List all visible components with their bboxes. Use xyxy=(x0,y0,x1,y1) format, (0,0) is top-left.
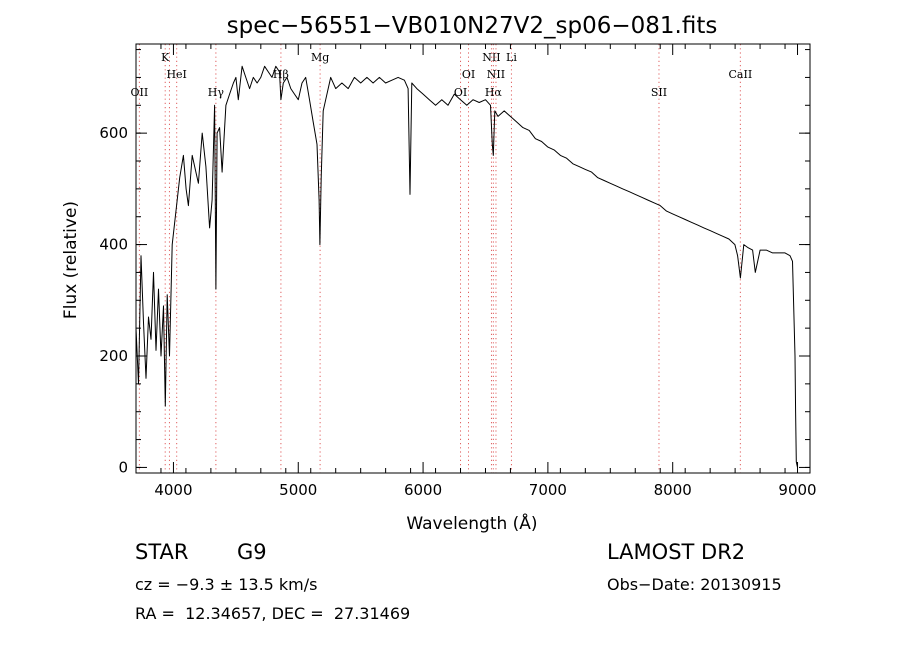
x-tick-label: 8000 xyxy=(654,481,692,499)
y-tick-label: 400 xyxy=(99,236,128,254)
y-axis-label: Flux (relative) xyxy=(61,201,81,319)
spectrum-series xyxy=(135,65,798,468)
x-tick-label: 5000 xyxy=(279,481,317,499)
object-subclass: G9 xyxy=(237,540,267,564)
x-tick-label: 4000 xyxy=(154,481,192,499)
x-axis-label: Wavelength (Å) xyxy=(406,512,537,534)
y-tick-label: 200 xyxy=(99,347,128,365)
spectral-line-label-13: SII xyxy=(651,86,667,99)
spectral-line-label-9: NII xyxy=(482,51,500,64)
y-tick-label: 0 xyxy=(118,458,128,476)
survey-name: LAMOST DR2 xyxy=(607,540,746,564)
spectral-line-label-10: Hα xyxy=(485,86,503,99)
spectral-line-label-14: CaII xyxy=(729,68,753,81)
y-tick-label: 600 xyxy=(99,124,128,142)
spectral-line-label-5: Hβ xyxy=(273,68,289,81)
spectral-line-label-12: Li xyxy=(506,51,517,64)
spectral-line-label-8: OI xyxy=(462,68,475,81)
plot-axes: 4000 5000 6000 7000 8000 9000 0 200 400 600 xyxy=(99,43,817,499)
plot-frame xyxy=(135,43,811,474)
spectral-line-label-4: Hγ xyxy=(208,86,225,99)
x-tick-label: 7000 xyxy=(529,481,567,499)
spectral-line-label-7: OI xyxy=(454,86,467,99)
observation-date: Obs−Date: 20130915 xyxy=(607,575,782,594)
spectrum-line xyxy=(135,65,798,468)
spectral-line-label-11: NII xyxy=(487,68,505,81)
object-class: STAR xyxy=(135,540,189,564)
spectral-line-label-6: Mg xyxy=(311,51,329,64)
coordinates-readout: RA = 12.34657, DEC = 27.31469 xyxy=(135,604,411,623)
chart-title: spec−56551−VB010N27V2_sp06−081.fits xyxy=(227,13,718,39)
redshift-readout: cz = −9.3 ± 13.5 km/s xyxy=(135,575,318,594)
x-tick-label: 9000 xyxy=(778,481,816,499)
spectral-line-label-3: HeI xyxy=(166,68,186,81)
spectral-line-label-0: OII xyxy=(131,86,149,99)
spectral-line-label-1: K xyxy=(161,51,170,64)
x-tick-label: 6000 xyxy=(404,481,442,499)
